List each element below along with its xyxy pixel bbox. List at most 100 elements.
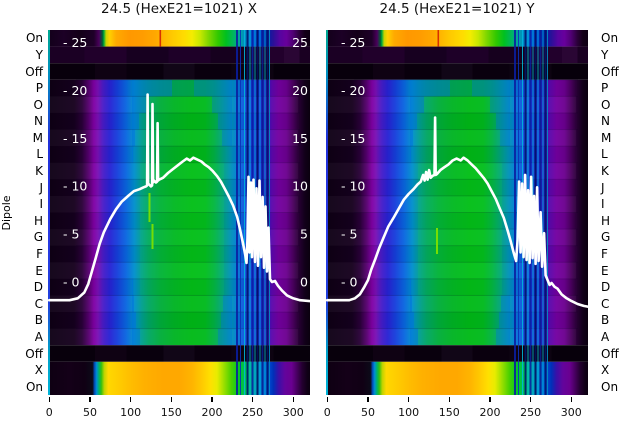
x-tick-mark [129,397,132,402]
row-label-right: I [601,197,605,212]
row-boundary [76,178,300,180]
x-tick-mark [211,397,213,402]
row-boundary [354,278,578,280]
row-boundary [76,195,300,197]
x-tick-label: 100 [120,406,142,419]
defect-artifacts [436,30,440,254]
row-boundary [76,311,300,313]
row-boundary [76,261,300,263]
row-center-bright [140,212,224,230]
row-boundary [354,95,578,97]
stripe-column [240,30,241,395]
row-boundary [76,112,300,114]
row-boundary [354,112,578,114]
x-tick-mark [448,397,450,402]
row-step-left [132,96,146,113]
row-band [50,329,298,346]
row-label-right: K [601,164,609,178]
row-step-left [410,146,411,163]
inner-scale-label-left: - 20 [63,83,87,98]
inner-scale-label-left: - 25 [341,35,365,50]
inner-scale-left: - 25 - 20 - 15 - 10 - 5 - 0 [341,35,365,289]
row-label-left: H [33,213,43,228]
row-label-right: L [601,147,608,162]
row-boundary [354,245,578,247]
row-center-bright [418,179,502,196]
inner-scale-label-left: - 10 [341,179,365,194]
row-step-right [194,79,232,97]
row-step-left [132,295,134,313]
row-step-left [132,79,172,97]
row-label-right: X [601,363,610,378]
row-label-left: C [34,296,43,311]
row-boundary [354,311,578,313]
row-band [328,295,576,312]
row-step-left [410,79,450,97]
row-label-right: M [601,130,612,145]
red-line-artifact [159,30,162,47]
x-tick-label: 150 [438,406,460,419]
row-label-right: P [601,81,609,96]
row-boundary [76,95,300,97]
inner-scale-label-left: - 0 [63,274,79,289]
row-label-left: G [33,230,43,245]
inner-scale-label-right: 20 [292,83,308,98]
row-label-right: B [601,313,610,328]
row-label-left: E [35,263,43,278]
row-step-right [221,312,232,329]
row-label-left: O [33,97,43,112]
row-center-bright [140,179,224,196]
row-label-left: J [39,180,43,195]
row-label-right: D [601,280,611,295]
x-tick-mark [407,397,410,402]
row-boundary [76,328,300,330]
row-step-right [496,328,510,346]
row-step-left [410,328,418,346]
row-boundary [354,328,578,330]
row-step-left [410,96,424,113]
row-label-right: O [601,97,611,112]
row-step-left [132,129,135,147]
row-boundary [354,228,578,230]
row-step-left [132,278,133,296]
defect-artifacts [148,30,162,249]
row-step-right [218,112,232,130]
row-label-right: Y [601,47,609,62]
row-label-right: J [601,180,605,195]
row-label-right: N [601,114,610,129]
first-column-strip [326,30,328,395]
panel-title-y: 24.5 (HexE21=1021) Y [379,1,535,17]
stripe-column [244,30,245,395]
inner-scale-label-right: 25 [292,35,308,50]
row-label-right: On [601,379,619,394]
row-center-bright [418,195,502,213]
row-step-left [132,328,140,346]
row-center-bright [140,162,224,180]
inner-scale-label-left: - 10 [63,179,87,194]
row-center-bright [140,195,224,213]
row-boundary [76,211,300,213]
heatmap-row-off-bottom [326,345,588,362]
row-center-bright [140,262,224,279]
row-boundary [354,79,578,81]
red-line-artifact [437,30,440,47]
row-step-left [410,129,413,147]
row-label-right: On [601,31,619,46]
row-step-right [499,312,510,329]
lime-artifact [151,224,154,249]
row-step-left [410,295,412,313]
row-boundary [76,245,300,247]
row-label-left: D [33,280,43,295]
inner-scale-label-left: - 5 [341,227,357,242]
row-band [50,96,298,113]
row-band [328,329,576,346]
row-label-right: G [601,230,611,245]
row-label-left: P [35,81,43,96]
row-step-left [132,312,136,329]
inner-scale-label-left: - 20 [341,83,365,98]
row-boundary [354,211,578,213]
row-center-bright [140,245,224,263]
row-boundary [354,261,578,263]
beam-profile-curve [48,93,310,303]
x-tick-mark [529,397,532,402]
